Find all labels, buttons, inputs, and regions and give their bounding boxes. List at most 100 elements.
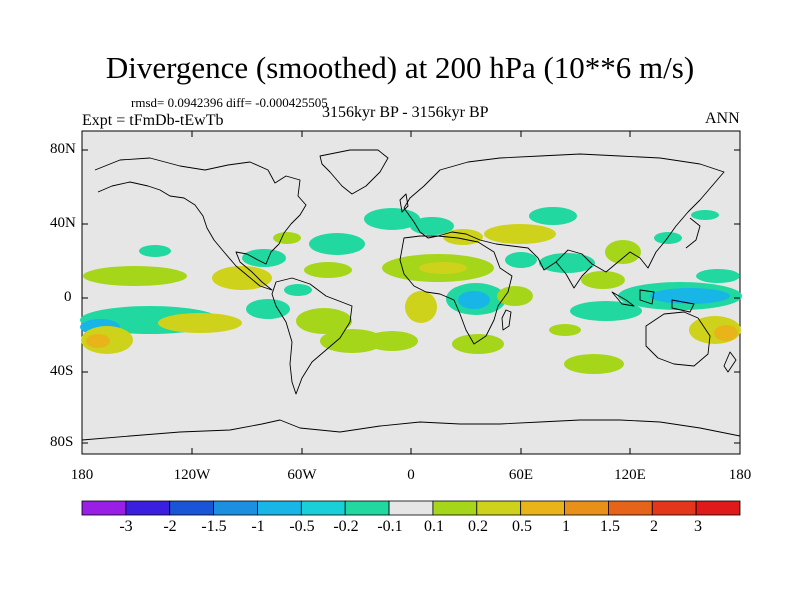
coast-japan: [685, 217, 701, 249]
coastlines: [81, 149, 741, 441]
colorbar-box: [520, 500, 565, 516]
coast-south-america: [271, 277, 353, 395]
field-blob: [691, 210, 719, 220]
colorbar-label: 0.5: [512, 518, 532, 535]
lat-label-eq: 0: [64, 289, 72, 305]
field-blob: [246, 299, 290, 319]
colorbar-label: -0.5: [289, 518, 315, 535]
colorbar-box: [695, 500, 741, 516]
colorbar-label: 3: [694, 518, 702, 535]
field-blob: [158, 313, 242, 333]
colorbar-box: [651, 500, 697, 516]
colorbar-box: [432, 500, 478, 516]
field-blob: [366, 331, 418, 351]
colorbar-box: [388, 500, 434, 516]
coast-indonesia-1: [611, 291, 635, 307]
field-blob: [309, 233, 365, 255]
colorbar-box: [344, 500, 390, 516]
lon-label-0: 0: [407, 467, 415, 483]
stats-line: rmsd= 0.0942396 diff= -0.000425505: [131, 95, 328, 110]
field-blob: [86, 334, 110, 348]
axis-ticks: [82, 131, 740, 454]
colorbar-label: -0.2: [333, 518, 359, 535]
colorbar-box: [257, 500, 302, 516]
colorbar-label: 2: [650, 518, 658, 535]
lon-label-180e: 180: [728, 467, 752, 483]
lon-label-120w: 120W: [173, 467, 211, 483]
colorbar-label: 1.5: [600, 518, 620, 535]
lat-label-40s: 40S: [50, 363, 74, 379]
colorbar-label: 1: [562, 518, 570, 535]
field-blob: [83, 266, 187, 286]
field-blob: [284, 284, 312, 296]
field-blob: [564, 354, 624, 374]
colorbar-label: -0.1: [377, 518, 403, 535]
field-blob: [497, 286, 533, 306]
field-blob: [484, 224, 556, 244]
colorbar-box: [476, 500, 522, 516]
coast-antarctica: [81, 419, 741, 441]
coast-australia: [645, 311, 711, 367]
colorbar-label: -2: [163, 518, 177, 535]
coast-africa: [399, 235, 513, 345]
lon-label-60w: 60W: [287, 467, 317, 483]
colorbar-label: -1.5: [201, 518, 227, 535]
colorbar-label: 0.2: [468, 518, 488, 535]
colorbar-box: [81, 500, 127, 516]
period-label: 3156kyr BP - 3156kyr BP: [322, 104, 489, 121]
field-blob: [539, 253, 595, 273]
colorbar: [81, 500, 741, 516]
field-blob: [139, 245, 171, 257]
field-blob: [405, 291, 437, 323]
coast-new-zealand: [723, 351, 737, 373]
field-blob: [212, 266, 272, 290]
colorbar-label: 0.1: [424, 518, 444, 535]
field-blob: [529, 207, 577, 225]
field-blob: [605, 240, 641, 264]
field-blob: [696, 269, 740, 283]
field-blob: [452, 334, 504, 354]
lon-label-180w: 180: [70, 467, 94, 483]
field-blob: [714, 325, 738, 341]
colorbar-label: -3: [119, 518, 133, 535]
colorbar-box: [300, 500, 346, 516]
lon-label-120e: 120E: [614, 467, 646, 483]
field-blob: [458, 291, 490, 309]
colorbar-box: [608, 500, 653, 516]
field-blob: [273, 232, 301, 244]
coast-greenland: [319, 149, 389, 195]
lat-label-80s: 80S: [50, 434, 74, 450]
season-label: ANN: [705, 110, 740, 127]
colorbar-box: [125, 500, 171, 516]
field-blob: [549, 324, 581, 336]
field-blob: [242, 249, 286, 267]
colorbar-box: [213, 500, 258, 516]
field-blob: [650, 288, 730, 304]
divergence-field: [80, 207, 742, 374]
field-blob: [304, 262, 352, 278]
coast-eurasia: [403, 153, 725, 273]
field-blob: [570, 301, 642, 321]
colorbar-box: [564, 500, 609, 516]
field-blob: [320, 329, 384, 353]
field-blob: [410, 217, 454, 235]
lat-label-40n: 40N: [50, 215, 76, 231]
field-blob: [419, 262, 467, 274]
coast-new-guinea: [671, 299, 695, 313]
lon-label-60e: 60E: [508, 467, 534, 483]
field-blob: [296, 308, 352, 334]
field-blob: [505, 252, 537, 268]
experiment-label: Expt = tFmDb-tEwTb: [82, 112, 224, 129]
lat-label-80n: 80N: [50, 141, 76, 157]
coast-north-america: [94, 157, 307, 291]
coast-madagascar: [501, 309, 512, 331]
map-title: Divergence (smoothed) at 200 hPa (10**6 …: [105, 50, 695, 85]
field-blob: [364, 208, 420, 230]
coast-uk: [399, 193, 409, 213]
coast-indonesia-2: [639, 289, 655, 305]
field-blob: [654, 232, 682, 244]
coast-india: [555, 261, 593, 289]
colorbar-box: [169, 500, 214, 516]
colorbar-label: -1: [251, 518, 265, 535]
